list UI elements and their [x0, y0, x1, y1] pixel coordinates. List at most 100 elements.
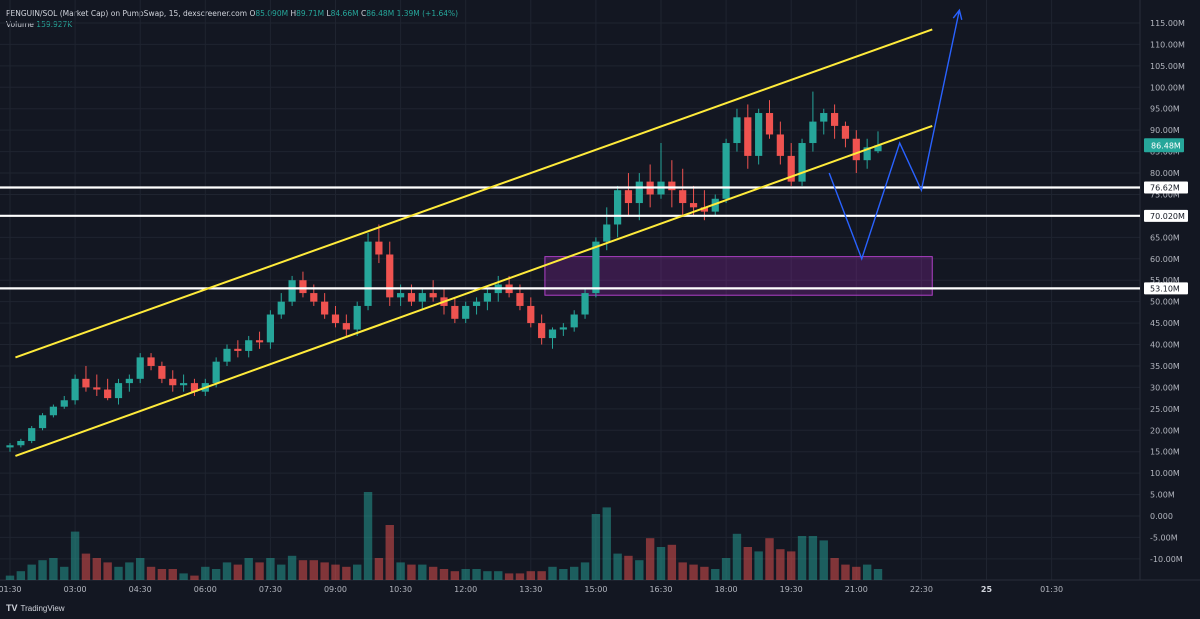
candle [429, 280, 437, 302]
candle [679, 168, 687, 216]
volume-bar [656, 547, 666, 580]
candle-body [841, 125, 850, 139]
candle-body [255, 340, 264, 343]
candle-body [158, 365, 166, 379]
candle-body [299, 280, 307, 294]
volume-bar [624, 555, 633, 580]
candle-body [538, 323, 546, 339]
price-tick-label: 95.00M [1150, 105, 1180, 114]
candle-body [38, 415, 47, 429]
candle [60, 395, 68, 409]
volume-bar [5, 575, 15, 580]
volume-bar [645, 538, 655, 580]
level-tag-label: 53.10M [1150, 284, 1180, 293]
low-label: L [326, 9, 331, 18]
price-tick-label: 80.00M [1150, 169, 1180, 178]
candle [624, 173, 633, 216]
time-tick-label: 01:30 [0, 585, 22, 594]
projection-arrowhead [952, 8, 963, 21]
time-tick-label: 04:30 [129, 585, 152, 594]
candle-body [787, 155, 795, 182]
volume-value: 159.927K [36, 20, 73, 29]
volume-bar [808, 536, 818, 580]
candle [863, 138, 871, 169]
trend-channel [15, 28, 933, 457]
volume-legend: Volume 159.927K [6, 20, 72, 29]
candle-body [49, 406, 57, 416]
level-tag-label: 70.020M [1150, 212, 1185, 221]
candle [386, 241, 394, 306]
candle-body [755, 113, 763, 156]
volume-bar [450, 571, 460, 580]
volume-bars [5, 492, 883, 580]
time-tick-label: 25 [981, 585, 993, 594]
volume-bar [92, 558, 101, 580]
price-tick-label: 0.000 [1150, 512, 1173, 521]
open-value: 85.090M [255, 9, 289, 18]
volume-bar [114, 566, 123, 580]
candle-body [429, 293, 437, 298]
volume-bar [461, 569, 470, 580]
volume-bar [103, 562, 112, 580]
candle [451, 297, 459, 324]
candle [364, 233, 372, 311]
time-tick-label: 18:00 [715, 585, 738, 594]
volume-bar [211, 569, 221, 580]
price-axis: 115.00M 110.00M 105.00M 100.00M 95.00M 90.00M… [1144, 19, 1188, 564]
candle [538, 314, 546, 345]
candle-body [679, 190, 687, 204]
level-tag-label: 76.62M [1150, 184, 1180, 193]
tradingview-logo-icon: TV [6, 603, 18, 613]
candlesticks [6, 91, 882, 452]
volume-bar [179, 573, 188, 580]
candle-body [668, 181, 676, 191]
volume-bar [700, 566, 709, 580]
volume-bar [526, 571, 535, 580]
price-tick-label: 45.00M [1150, 319, 1180, 328]
volume-bar [494, 571, 503, 580]
candle [212, 357, 220, 388]
tradingview-logo[interactable]: TV TradingView [6, 603, 65, 613]
time-tick-label: 22:30 [910, 585, 933, 594]
price-tick-label: 90.00M [1150, 126, 1180, 135]
volume-bar [635, 560, 644, 580]
open-label: O [249, 9, 256, 18]
candle-body [462, 305, 470, 319]
candle [527, 297, 535, 328]
time-tick-label: 01:30 [1040, 585, 1063, 594]
candle [299, 271, 307, 298]
candle [462, 301, 470, 324]
time-tick-label: 12:00 [454, 585, 477, 594]
price-tick-label: 60.00M [1150, 255, 1180, 264]
candle-body [353, 305, 361, 330]
volume-bar [472, 569, 481, 580]
candle [841, 121, 850, 148]
candle [744, 104, 752, 169]
price-tick-label: 5.00M [1150, 491, 1175, 500]
candle [798, 138, 806, 186]
candle [125, 374, 133, 392]
time-tick-label: 09:00 [324, 585, 347, 594]
candle [570, 310, 578, 332]
volume-bar [385, 525, 394, 580]
candle [234, 340, 242, 358]
candle [6, 443, 14, 452]
candle-body [581, 293, 589, 315]
time-tick-label: 07:30 [259, 585, 282, 594]
price-tick-label: 110.00M [1150, 40, 1185, 49]
candle-body [809, 121, 817, 144]
time-tick-label: 19:30 [780, 585, 803, 594]
candle-body [82, 378, 90, 388]
candle [820, 108, 828, 135]
volume-bar [852, 566, 861, 580]
candle [646, 164, 654, 208]
price-tick-label: 10.00M [1150, 469, 1180, 478]
candle [245, 335, 253, 358]
candle-body [548, 329, 557, 339]
candle [342, 314, 350, 336]
volume-bar [721, 558, 731, 580]
candle [722, 138, 730, 204]
volume-bar [396, 562, 405, 580]
candle [787, 143, 795, 186]
